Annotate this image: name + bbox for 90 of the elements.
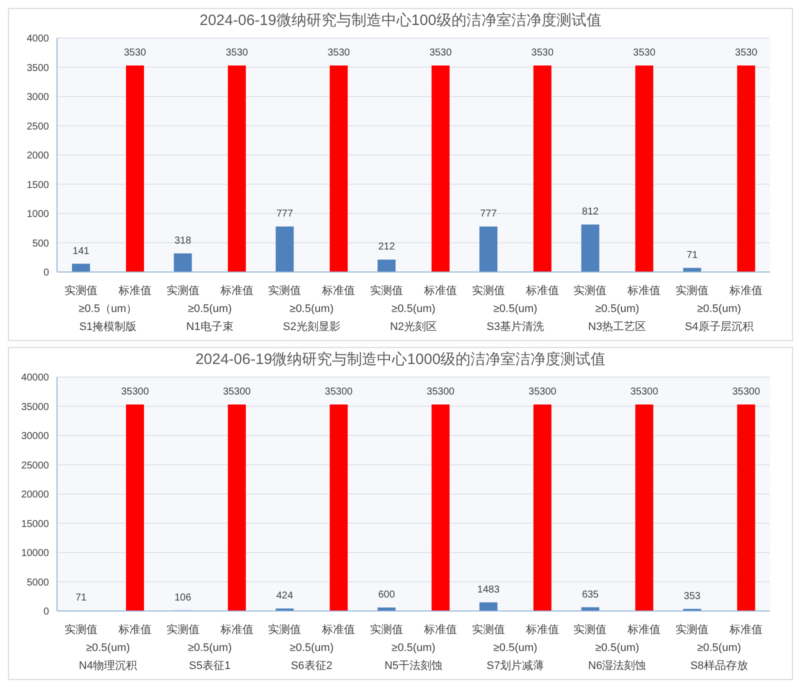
text: 实测值 xyxy=(166,285,200,297)
text: 标准值 xyxy=(730,624,763,636)
text: 标准值 xyxy=(628,624,661,636)
x-tick-label: ≥0.5(um) N3热工艺区 xyxy=(588,303,646,333)
data-label: 812 xyxy=(582,206,600,218)
y-tick-label: 30000 xyxy=(21,431,50,442)
chart-title: 2024-06-19微纳研究与制造中心100级的洁净室洁净度测试值 xyxy=(198,11,602,30)
y-tick-label: 2000 xyxy=(26,150,50,162)
text: 标准值 xyxy=(424,285,457,297)
y-tick-label: 15000 xyxy=(21,518,50,530)
text: 实测值 xyxy=(676,285,709,297)
data-label: 35300 xyxy=(324,386,354,398)
data-label: 35300 xyxy=(426,386,455,398)
x-tick-label: ≥0.5(um) S7划片减薄 xyxy=(486,642,544,672)
data-label: 777 xyxy=(276,208,294,220)
data-label: 3530 xyxy=(226,47,248,58)
data-label: 3530 xyxy=(633,47,656,58)
x-tick-label: ≥0.5(um) S8样品存放 xyxy=(690,642,748,672)
text: 实测值 xyxy=(64,285,98,297)
text: 实测值 xyxy=(268,285,302,297)
data-label: 3530 xyxy=(429,47,452,58)
text: 标准值 xyxy=(220,285,254,297)
text: 标准值 xyxy=(118,624,152,636)
x-tick-label: ≥0.5(um) S6表征2 xyxy=(290,642,334,672)
y-tick-label: 1500 xyxy=(26,180,50,191)
data-label: 777 xyxy=(480,208,498,220)
text: 标准值 xyxy=(322,285,356,297)
data-label: 141 xyxy=(72,246,90,257)
y-tick-label: 25000 xyxy=(21,460,50,472)
text: 实测值 xyxy=(64,624,98,636)
text: 实测值 xyxy=(676,624,709,636)
text: 标准值 xyxy=(730,285,763,297)
y-tick-label: 5000 xyxy=(26,577,50,588)
data-label: 3530 xyxy=(328,47,350,58)
y-tick-label: 20000 xyxy=(21,490,50,501)
text: 实测值 xyxy=(574,624,607,636)
x-tick-label: ≥0.5(um) N1电子束 xyxy=(186,303,234,333)
x-tick-label: ≥0.5(um) N6湿法刻蚀 xyxy=(588,642,646,672)
text: 实测值 xyxy=(268,624,302,636)
y-tick-label: 40000 xyxy=(21,372,50,384)
data-label: 35300 xyxy=(732,386,760,398)
text: 实测值 xyxy=(370,285,403,297)
data-label: 212 xyxy=(378,242,396,253)
y-tick-label: 3000 xyxy=(26,92,50,104)
data-label: 106 xyxy=(174,592,192,604)
x-tick-label: ≥0.5(um) S5表征1 xyxy=(188,642,232,672)
text: 标准值 xyxy=(322,624,356,636)
data-label: 635 xyxy=(582,589,600,600)
x-tick-label: ≥0.5(um) S4原子层沉积 xyxy=(684,303,754,333)
x-tick-label: ≥0.5（um） S1掩模制版 xyxy=(78,303,138,333)
data-label: 35300 xyxy=(528,386,557,398)
text: 标准值 xyxy=(118,285,152,297)
y-tick-label: 35000 xyxy=(21,402,50,413)
data-label: 3530 xyxy=(735,47,758,58)
data-label: 3530 xyxy=(124,47,147,58)
data-label: 35300 xyxy=(222,386,252,398)
data-label: 353 xyxy=(684,590,701,602)
text: 标准值 xyxy=(220,624,254,636)
data-label: 1483 xyxy=(477,584,500,596)
y-tick-label: 500 xyxy=(32,238,50,250)
data-label: 3530 xyxy=(531,47,554,58)
chart-title: 2024-06-19微纳研究与制造中心1000级的洁净室洁净度测试值 xyxy=(194,350,607,369)
y-tick-label: 0 xyxy=(43,268,50,279)
data-label: 35300 xyxy=(121,386,150,398)
text: 标准值 xyxy=(628,285,661,297)
x-tick-label: ≥0.5(um) S3基片清洗 xyxy=(486,303,544,333)
text: 实测值 xyxy=(370,624,403,636)
data-label: 71 xyxy=(75,592,87,604)
data-label: 424 xyxy=(276,590,294,602)
x-tick-label: ≥0.5(um) N5干法刻蚀 xyxy=(384,642,443,672)
text: 标准值 xyxy=(424,624,457,636)
series-label: 标准值 xyxy=(524,623,559,636)
y-tick-label: 3500 xyxy=(26,62,50,74)
data-label: 318 xyxy=(174,235,192,246)
data-label: 71 xyxy=(686,250,698,261)
y-tick-label: 2500 xyxy=(26,121,50,132)
series-label: 标准值 xyxy=(524,284,559,297)
data-label: 35300 xyxy=(630,386,659,398)
x-tick-label: ≥0.5(um) N2光刻区 xyxy=(390,303,438,333)
series-label: 实测值 xyxy=(472,623,505,636)
y-tick-label: 4000 xyxy=(26,34,50,45)
text: 实测值 xyxy=(574,285,607,297)
y-tick-label: 0 xyxy=(43,606,50,618)
y-tick-label: 10000 xyxy=(21,548,50,560)
x-tick-label: ≥0.5(um) N4物理沉积 xyxy=(78,642,137,672)
y-tick-label: 1000 xyxy=(26,209,50,220)
series-label: 实测值 xyxy=(472,284,505,297)
text: 实测值 xyxy=(166,624,200,636)
x-tick-label: ≥0.5(um) S2光刻显影 xyxy=(282,303,340,333)
data-label: 600 xyxy=(378,589,396,600)
